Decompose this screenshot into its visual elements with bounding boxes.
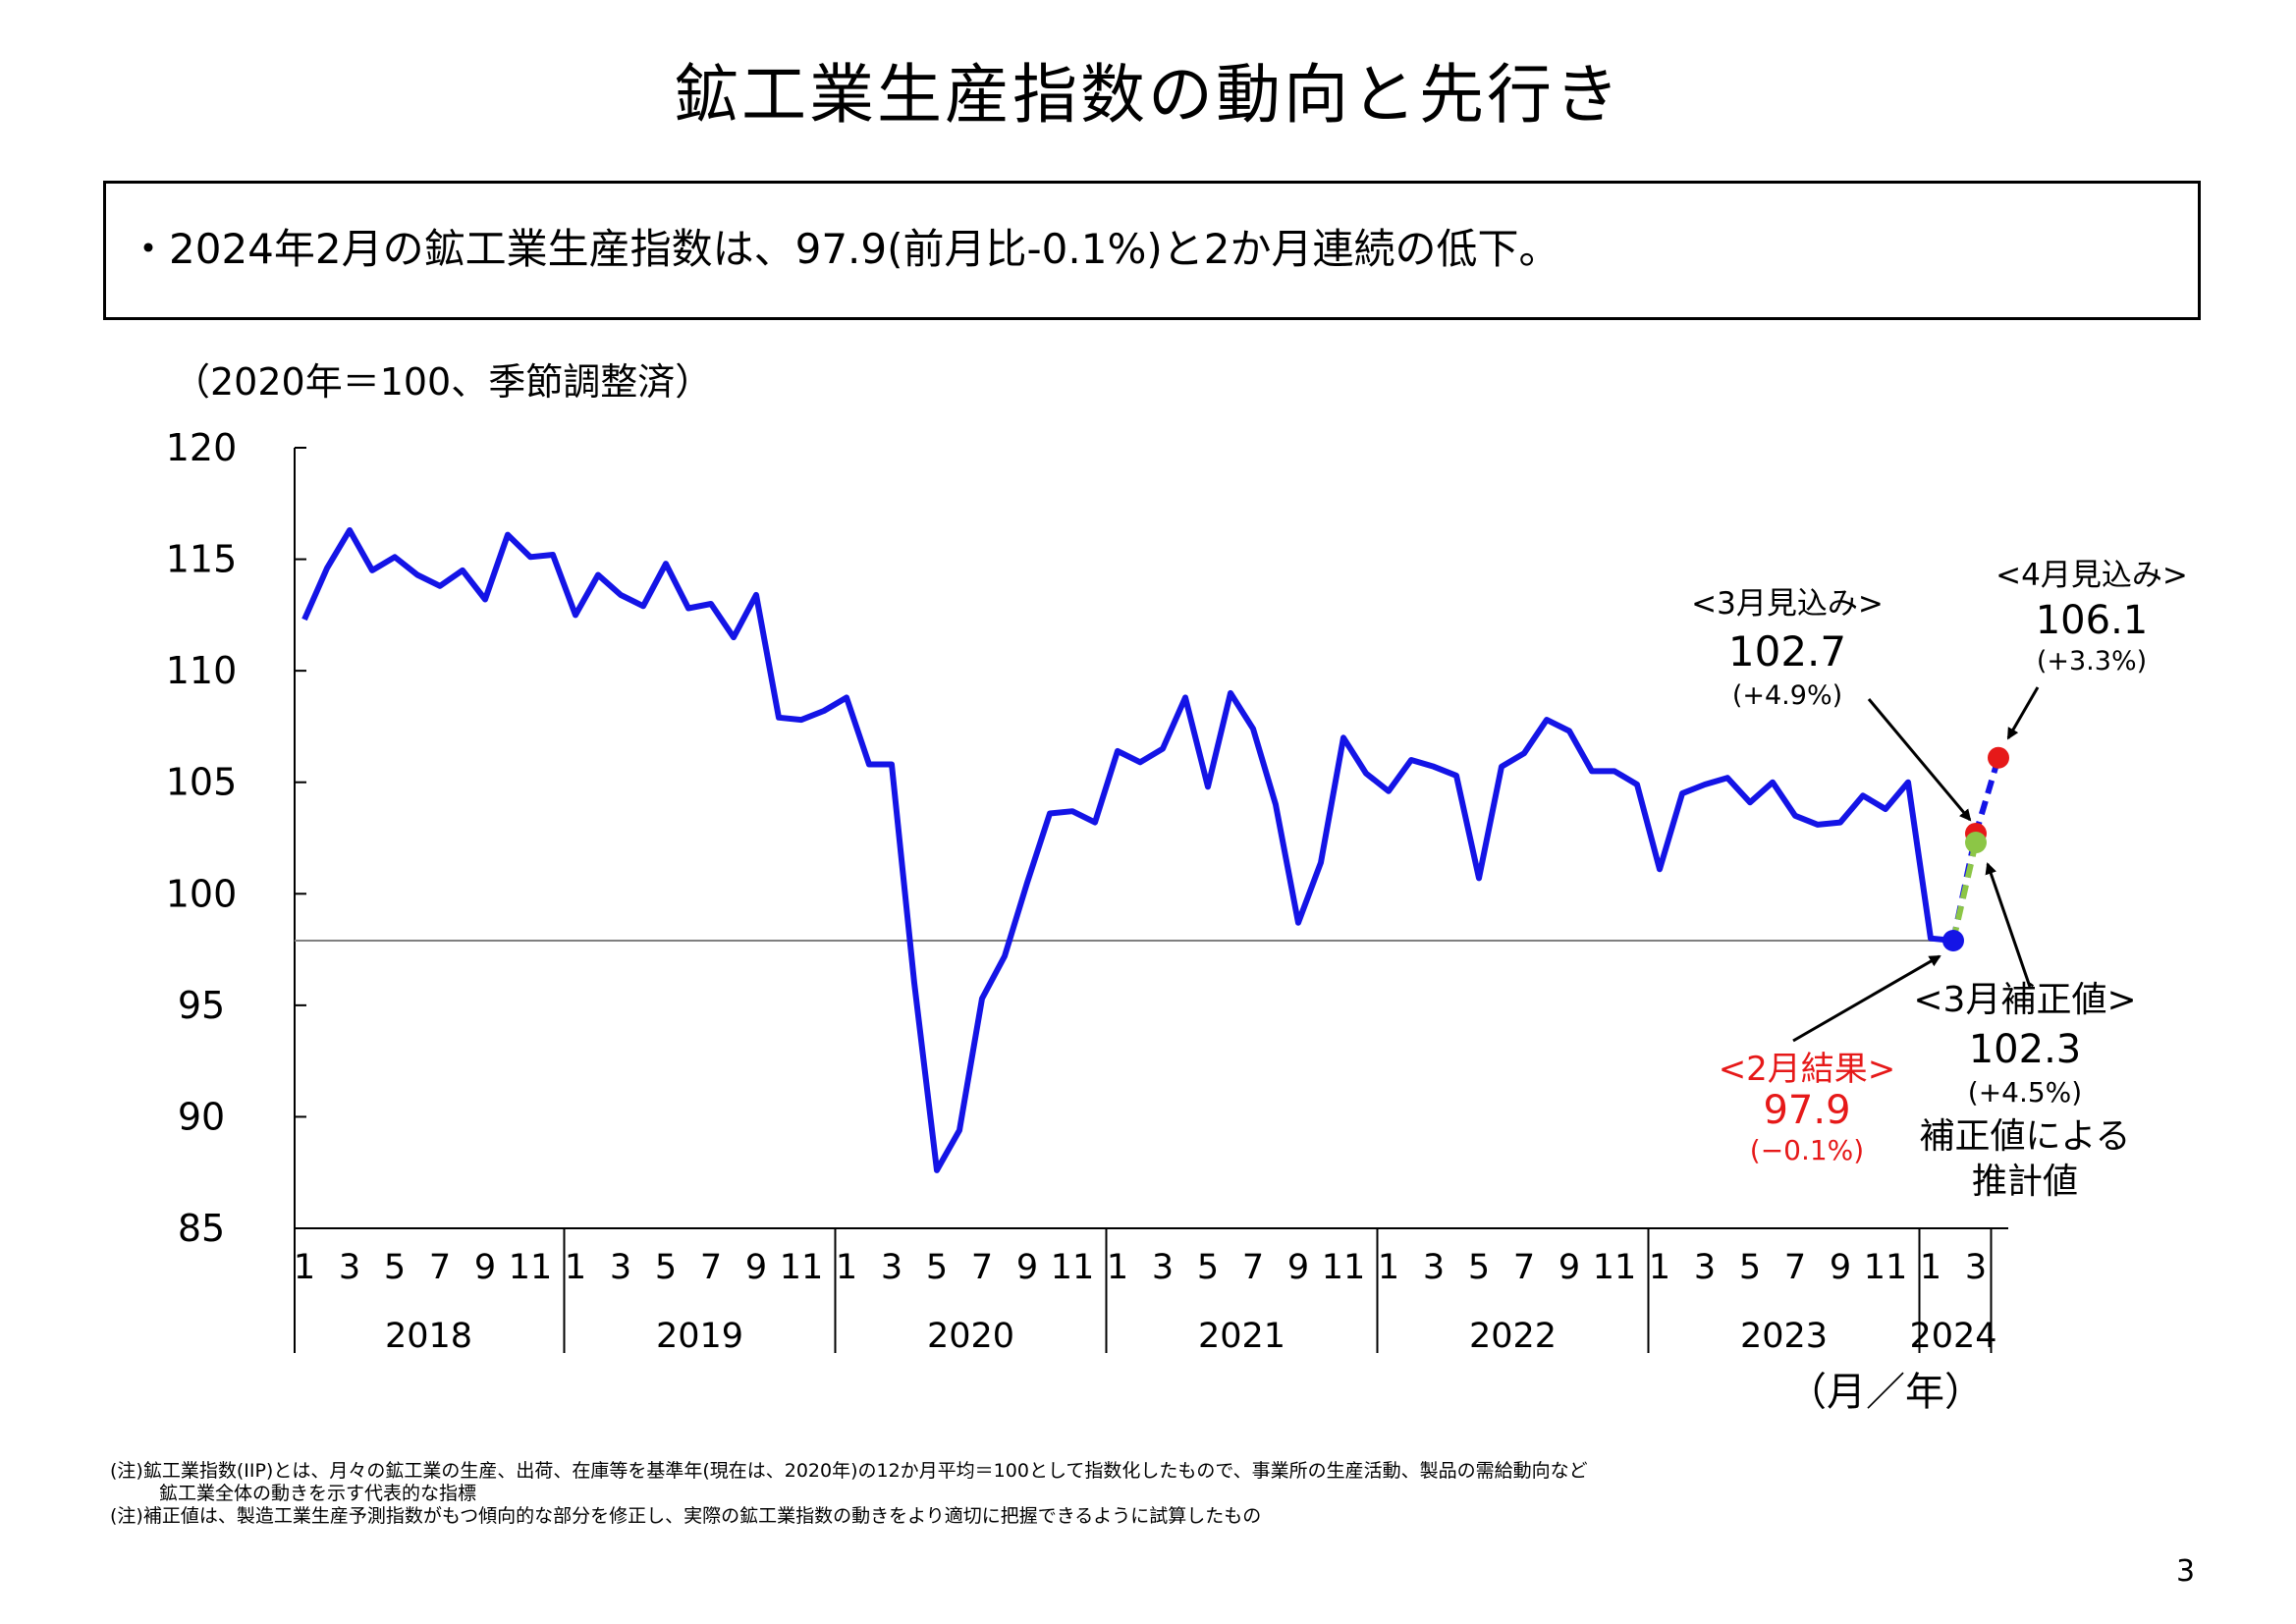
feb-result-change: (−0.1%): [1750, 1134, 1864, 1166]
y-tick-label: 95: [178, 984, 225, 1027]
month-tick-label: 11: [1593, 1248, 1637, 1287]
footnotes: (注)鉱工業指数(IIP)とは、月々の鉱工業の生産、出荷、在庫等を基準年(現在は…: [110, 1460, 1588, 1528]
feb-result-arrow: [1792, 954, 1941, 1043]
year-label: 2021: [1198, 1317, 1285, 1356]
footnote-1-continued: 鉱工業全体の動きを示す代表的な指標: [159, 1483, 477, 1504]
month-tick-label: 5: [1468, 1248, 1490, 1287]
y-tick-label: 100: [166, 872, 238, 915]
x-axis-unit-label: （月／年）: [1787, 1370, 1984, 1415]
month-tick-label: 5: [655, 1248, 677, 1287]
y-tick-label: 90: [178, 1095, 225, 1138]
month-tick-label: 11: [1051, 1248, 1095, 1287]
march-forecast-value: 102.7: [1728, 627, 1846, 676]
y-tick-label: 85: [178, 1207, 225, 1250]
month-tick-label: 11: [509, 1248, 553, 1287]
april-forecast-arrow: [2006, 686, 2040, 740]
april-forecast-value: 106.1: [2036, 598, 2149, 643]
month-tick-label: 1: [836, 1248, 857, 1287]
year-label: 2024: [1909, 1317, 1996, 1356]
series-line: [301, 527, 1954, 1173]
page-title: 鉱工業生産指数の動向と先行き: [674, 57, 1622, 133]
month-tick-label: 3: [610, 1248, 631, 1287]
month-tick-label: 7: [700, 1248, 722, 1287]
month-tick-label: 3: [1423, 1248, 1445, 1287]
month-tick-label: 9: [1016, 1248, 1038, 1287]
footnote-2: (注)補正値は、製造工業生産予測指数がもつ傾向的な部分を修正し、実際の鉱工業指数…: [110, 1505, 1262, 1527]
chart-axes: [294, 448, 2008, 1353]
feb-result-value: 97.9: [1763, 1088, 1850, 1133]
month-tick-label: 3: [881, 1248, 902, 1287]
month-tick-label: 7: [971, 1248, 993, 1287]
summary-box: ・2024年2月の鉱工業生産指数は、97.9(前月比-0.1%)と2か月連続の低…: [103, 181, 2201, 320]
feb-result-marker: [1942, 929, 1964, 951]
y-tick-label: 110: [166, 649, 238, 692]
month-tick-label: 3: [1694, 1248, 1716, 1287]
march-adjusted-label: <3月補正値>: [1913, 980, 2136, 1020]
month-tick-label: 1: [565, 1248, 586, 1287]
march-forecast-arrow: [1867, 698, 1972, 822]
april-forecast-marker: [1988, 746, 2009, 769]
year-label: 2023: [1740, 1317, 1828, 1356]
month-tick-label: 1: [1649, 1248, 1670, 1287]
month-tick-label: 7: [429, 1248, 451, 1287]
month-tick-label: 7: [1513, 1248, 1535, 1287]
march-adjusted-marker: [1965, 832, 1987, 854]
month-tick-label: 3: [1152, 1248, 1174, 1287]
adjusted-line: [1950, 841, 1979, 942]
month-tick-label: 9: [1830, 1248, 1851, 1287]
month-tick-label: 3: [339, 1248, 360, 1287]
chart-series: [295, 527, 2009, 1173]
year-label: 2019: [656, 1317, 743, 1356]
april-forecast-change: (+3.3%): [2037, 646, 2147, 677]
y-tick-label: 105: [166, 761, 238, 804]
month-tick-label: 9: [474, 1248, 496, 1287]
month-tick-label: 11: [1322, 1248, 1366, 1287]
march-forecast-change: (+4.9%): [1732, 680, 1842, 711]
march-adjusted-value: 102.3: [1969, 1027, 2082, 1072]
march-adjusted-note-2: 推計値: [1972, 1162, 2078, 1202]
month-tick-label: 9: [1287, 1248, 1309, 1287]
year-label: 2020: [927, 1317, 1014, 1356]
page-number: 3: [2176, 1554, 2196, 1589]
month-tick-label: 5: [926, 1248, 948, 1287]
month-tick-label: 9: [1558, 1248, 1580, 1287]
march-adjusted-note-1: 補正値による: [1920, 1116, 2131, 1157]
unit-label: （2020年＝100、季節調整済）: [173, 360, 713, 404]
month-tick-label: 5: [1739, 1248, 1761, 1287]
month-tick-label: 11: [1864, 1248, 1908, 1287]
y-tick-label: 120: [166, 426, 238, 469]
y-tick-label: 115: [166, 538, 238, 581]
month-tick-label: 5: [1197, 1248, 1219, 1287]
month-tick-label: 7: [1784, 1248, 1806, 1287]
month-tick-label: 1: [1378, 1248, 1399, 1287]
month-tick-label: 1: [1107, 1248, 1128, 1287]
march-forecast-label: <3月見込み>: [1691, 586, 1884, 622]
march-adjusted-change: (+4.5%): [1968, 1076, 2082, 1109]
month-tick-label: 11: [780, 1248, 824, 1287]
chart-annotations: <3月見込み> 102.7 (+4.9%) <4月見込み> 106.1(+3.3%) <3…: [1691, 558, 2188, 1202]
feb-result-label: <2月結果>: [1719, 1050, 1896, 1089]
year-label: 2022: [1469, 1317, 1557, 1356]
month-tick-label: 1: [1920, 1248, 1941, 1287]
month-tick-label: 5: [384, 1248, 406, 1287]
month-tick-label: 3: [1965, 1248, 1987, 1287]
april-forecast-label: <4月見込み>: [1995, 558, 2188, 593]
month-tick-label: 9: [745, 1248, 767, 1287]
march-adjusted-arrow: [1985, 862, 2032, 988]
month-tick-label: 1: [294, 1248, 315, 1287]
footnote-1: (注)鉱工業指数(IIP)とは、月々の鉱工業の生産、出荷、在庫等を基準年(現在は…: [110, 1460, 1588, 1482]
summary-text: ・2024年2月の鉱工業生産指数は、97.9(前月比-0.1%)と2か月連続の低…: [128, 225, 1560, 273]
month-tick-label: 7: [1242, 1248, 1264, 1287]
year-label: 2018: [385, 1317, 472, 1356]
